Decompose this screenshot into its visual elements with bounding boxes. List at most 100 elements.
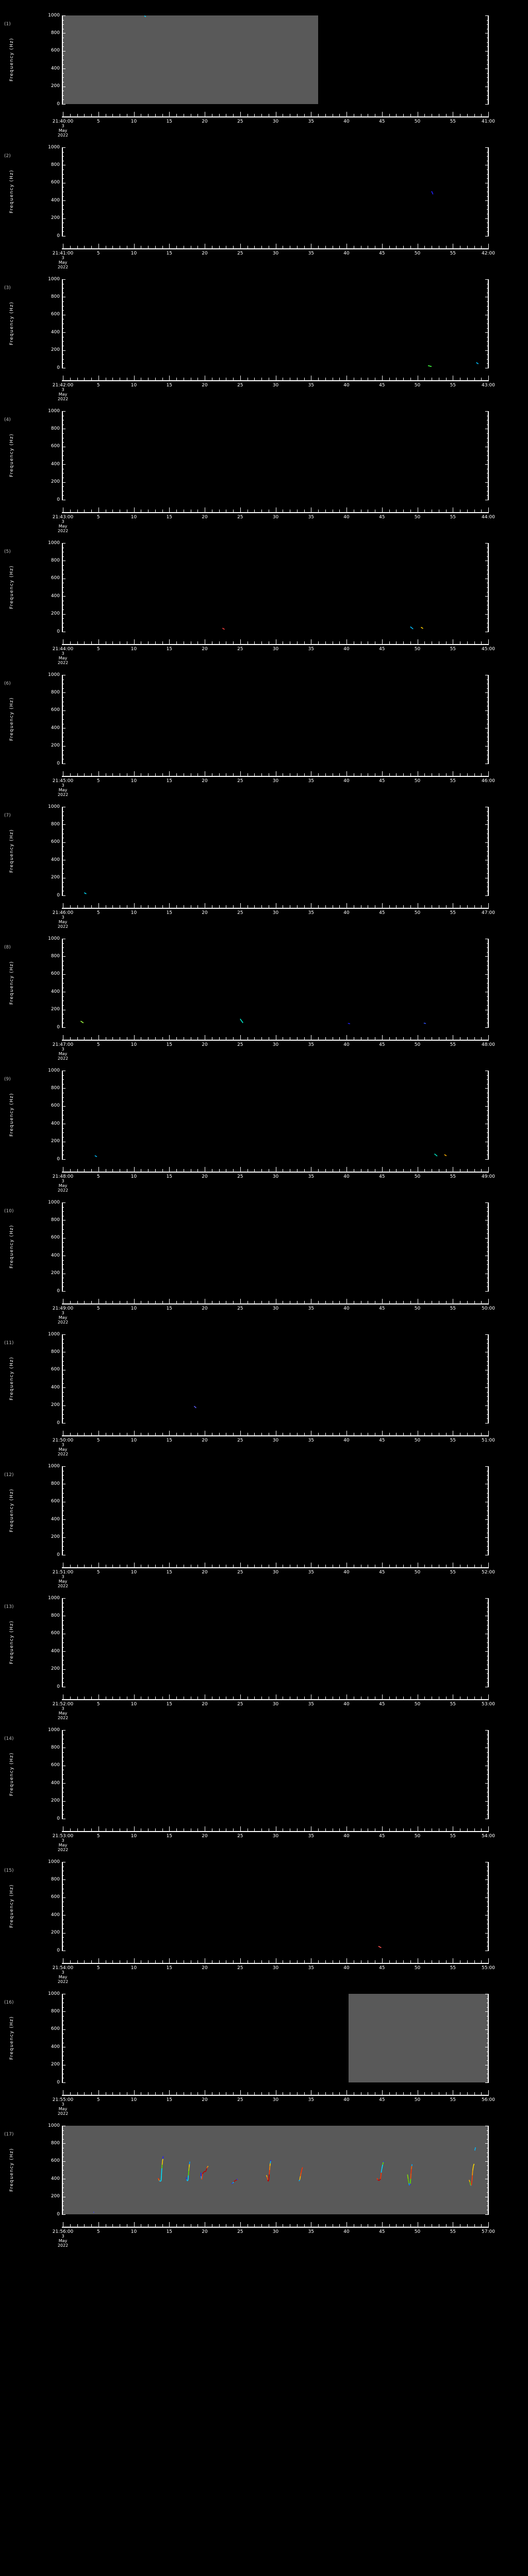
x-axis-tick-label: 15 <box>166 2229 173 2234</box>
y-tick-minor-right <box>487 983 489 984</box>
y-tick-minor-right <box>487 301 489 302</box>
x-axis-spine <box>62 1435 489 1436</box>
panel-number-label: (12) <box>4 1472 14 1478</box>
x-tick-major <box>98 1958 99 1963</box>
x-tick-minor <box>410 510 411 512</box>
x-tick-minor <box>396 773 397 776</box>
x-tick-minor <box>424 1037 425 1040</box>
x-tick-minor <box>155 1565 156 1567</box>
x-tick-minor <box>296 905 298 908</box>
y-tick-minor-right <box>487 1418 489 1419</box>
y-tick-major <box>62 1783 65 1784</box>
x-tick-major <box>488 376 489 380</box>
x-axis-tick-label: 15 <box>166 515 173 520</box>
x-axis-tick-label: 50 <box>414 251 421 256</box>
y-tick-minor <box>62 996 64 997</box>
x-tick-minor <box>91 2224 92 2227</box>
x-tick-minor <box>70 1037 71 1040</box>
x-tick-minor <box>481 1301 482 1303</box>
x-tick-minor <box>233 1169 234 1172</box>
y-tick-minor <box>62 1396 64 1397</box>
x-tick-minor <box>296 1169 298 1172</box>
x-tick-minor <box>91 1697 92 1699</box>
x-tick-minor <box>446 773 447 776</box>
y-tick-minor <box>62 820 64 821</box>
x-tick-minor <box>410 1828 411 1831</box>
x-axis-tick-label: 5 <box>96 1965 100 1971</box>
y-tick-major-right <box>485 2011 489 2012</box>
x-axis-end-time-label: 42:00 <box>482 251 495 256</box>
x-tick-major <box>98 244 99 248</box>
y-tick-minor <box>62 1642 64 1643</box>
y-tick-major-right <box>485 2029 489 2030</box>
y-tick-minor <box>62 1774 64 1775</box>
y-axis-tick-label: 200 <box>51 2062 60 2067</box>
y-tick-minor <box>62 943 64 944</box>
x-tick-minor <box>197 773 199 776</box>
x-axis-tick-label: 5 <box>96 2097 100 2103</box>
spectrogram-panel: 0 200 400 600 800 1000 Frequency (Hz) (7) 21:46:… <box>0 798 528 929</box>
y-axis-tick-label: 200 <box>51 83 60 89</box>
x-tick-major <box>488 2090 489 2095</box>
x-tick-minor <box>155 114 156 116</box>
x-axis-tick-label: 50 <box>414 1438 421 1443</box>
x-tick-minor <box>318 641 319 644</box>
whistler-trace-segment <box>187 2175 189 2180</box>
y-tick-major <box>62 1537 65 1538</box>
x-tick-minor <box>155 1697 156 1699</box>
y-tick-minor-right <box>487 1546 489 1547</box>
x-axis-end-time-label: 41:00 <box>482 119 495 124</box>
spectrogram-panel: 0 200 400 600 800 1000 Frequency (Hz) (15) 21:54… <box>0 1853 528 1985</box>
y-tick-minor <box>62 310 64 311</box>
x-tick-minor <box>389 1037 390 1040</box>
x-axis-end-time-label: 53:00 <box>482 1702 495 1707</box>
x-tick-minor <box>325 1565 326 1567</box>
x-tick-minor <box>176 773 177 776</box>
x-tick-major <box>134 1167 135 1172</box>
y-axis-tick-label: 400 <box>51 2176 60 2181</box>
x-axis-spine <box>62 1699 489 1700</box>
y-axis-title: Frequency (Hz) <box>9 1488 14 1533</box>
y-tick-minor-right <box>487 460 489 461</box>
x-tick-minor <box>162 2092 163 2095</box>
y-tick-minor <box>62 851 64 852</box>
y-tick-major <box>62 1334 65 1335</box>
x-tick-minor <box>318 2092 319 2095</box>
x-tick-minor <box>474 246 475 248</box>
x-tick-major <box>134 1958 135 1963</box>
x-tick-minor <box>233 1037 234 1040</box>
y-tick-major-right <box>485 956 489 957</box>
x-tick-minor <box>424 1697 425 1699</box>
x-tick-minor <box>481 2092 482 2095</box>
y-axis-title: Frequency (Hz) <box>9 301 14 346</box>
y-tick-minor-right <box>487 1229 489 1230</box>
x-tick-minor <box>70 1960 71 1963</box>
x-tick-minor <box>254 1169 255 1172</box>
date-line-3: 2022 <box>57 792 69 797</box>
date-line-3: 2022 <box>57 265 69 269</box>
x-axis-tick-label: 10 <box>130 1965 137 1971</box>
y-axis-tick-label: 400 <box>51 1121 60 1126</box>
x-axis-tick-label: 55 <box>450 2097 456 2103</box>
x-tick-minor <box>296 2224 298 2227</box>
y-axis-tick-label: 200 <box>51 875 60 880</box>
y-tick-major <box>62 218 65 219</box>
y-tick-minor <box>62 952 64 953</box>
x-tick-minor <box>467 114 468 116</box>
plot-area <box>63 2126 488 2214</box>
x-tick-minor <box>70 114 71 116</box>
y-tick-minor <box>62 556 64 557</box>
x-axis-spine <box>62 1963 489 1964</box>
y-tick-minor <box>62 1242 64 1243</box>
whistler-trace-segment <box>431 191 434 195</box>
trace-layer <box>84 892 87 894</box>
x-tick-major <box>488 2222 489 2227</box>
x-axis-tick-label: 35 <box>308 1174 315 1179</box>
whistler-trace-segment <box>407 2179 409 2183</box>
y-axis-tick-label: 600 <box>51 971 60 977</box>
y-axis-tick-label: 800 <box>51 1217 60 1223</box>
y-tick-minor-right <box>487 1211 489 1212</box>
x-axis-tick-label: 10 <box>130 1174 137 1179</box>
y-tick-minor <box>62 73 64 74</box>
y-tick-major-right <box>485 50 489 52</box>
